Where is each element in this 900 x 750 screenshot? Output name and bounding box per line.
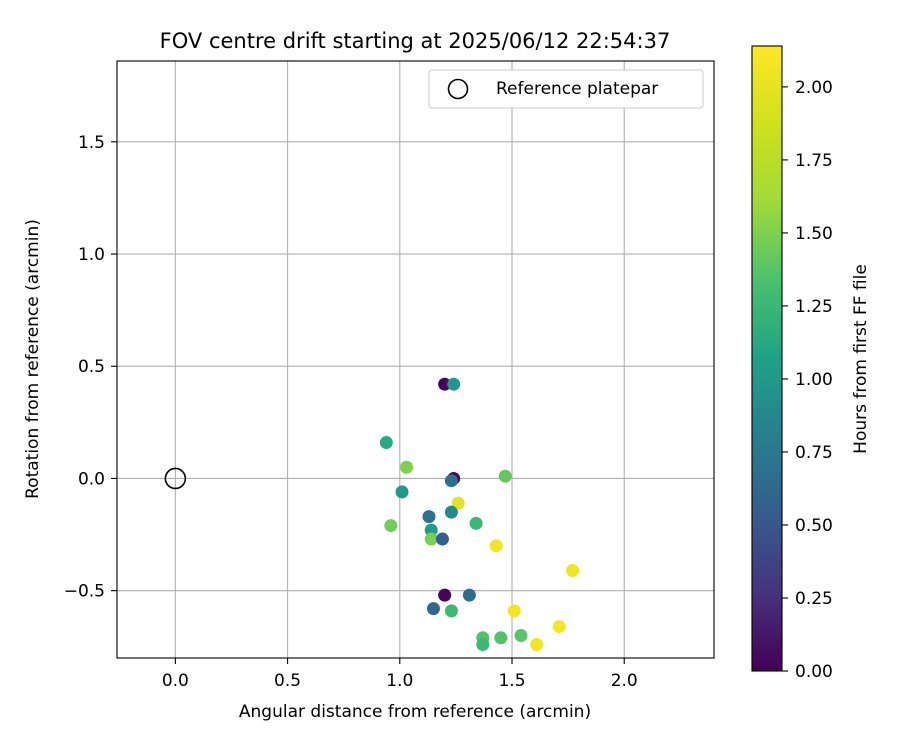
data-point (438, 588, 452, 602)
scatter-points (379, 377, 580, 652)
data-point (444, 474, 458, 488)
data-point (469, 516, 483, 530)
legend-box (428, 69, 704, 109)
data-point (498, 469, 512, 483)
data-point (566, 563, 580, 577)
data-point (462, 588, 476, 602)
x-axis-label: Angular distance from reference (arcmin) (239, 702, 591, 722)
data-point (507, 604, 521, 618)
data-point (494, 631, 508, 645)
y-tick-label: 0.5 (78, 357, 105, 377)
x-tick-label: 2.0 (611, 671, 638, 691)
y-axis-ticks: −0.5 0.0 0.5 1.0 1.5 (64, 133, 117, 602)
data-point (451, 496, 465, 510)
x-tick-label: 0.5 (274, 671, 301, 691)
chart-title: FOV centre drift starting at 2025/06/12 … (160, 29, 671, 53)
colorbar-tick-label: 1.00 (795, 370, 833, 390)
data-point (422, 510, 436, 524)
x-tick-label: 1.5 (498, 671, 525, 691)
colorbar-tick-label: 1.75 (795, 151, 833, 171)
y-tick-label: 1.0 (78, 245, 105, 265)
data-point (379, 436, 393, 450)
y-tick-label: −0.5 (64, 582, 105, 602)
colorbar-tick-label: 0.75 (795, 443, 833, 463)
legend: Reference platepar (428, 69, 704, 109)
colorbar-tick-label: 0.25 (795, 589, 833, 609)
legend-entry-reference: Reference platepar (496, 79, 658, 99)
colorbar-ticks: 0.00 0.25 0.50 0.75 1.00 1.25 1.50 1.75 2.00 (782, 78, 833, 682)
legend-reference-icon (447, 78, 469, 100)
plot-frame (116, 60, 715, 659)
reference-platepar-marker (164, 467, 187, 490)
colorbar-label: Hours from first FF file (851, 264, 871, 454)
colorbar (751, 45, 783, 672)
colorbar-tick-label: 2.00 (795, 78, 833, 98)
data-point (424, 532, 438, 546)
x-tick-label: 1.0 (386, 671, 413, 691)
y-tick-label: 1.5 (78, 133, 105, 153)
colorbar-tick-label: 1.50 (795, 224, 833, 244)
data-point (444, 604, 458, 618)
colorbar-tick-label: 1.25 (795, 297, 833, 317)
x-tick-label: 0.0 (162, 671, 189, 691)
data-point (384, 519, 398, 533)
data-point (424, 523, 438, 537)
data-point (426, 602, 440, 616)
data-point (489, 539, 503, 553)
data-point (514, 629, 528, 643)
data-point (400, 460, 414, 474)
data-point (552, 620, 566, 634)
x-axis-ticks: 0.0 0.5 1.0 1.5 2.0 (162, 658, 638, 691)
data-point (435, 532, 449, 546)
colorbar-tick-label: 0.00 (795, 662, 833, 682)
data-point (444, 505, 458, 519)
grid (117, 61, 714, 658)
y-axis-label: Rotation from reference (arcmin) (23, 219, 43, 499)
data-point (476, 638, 490, 652)
data-point (438, 377, 452, 391)
data-point (447, 377, 461, 391)
y-tick-label: 0.0 (78, 469, 105, 489)
colorbar-tick-label: 0.50 (795, 516, 833, 536)
data-point (395, 485, 409, 499)
data-point (530, 638, 544, 652)
